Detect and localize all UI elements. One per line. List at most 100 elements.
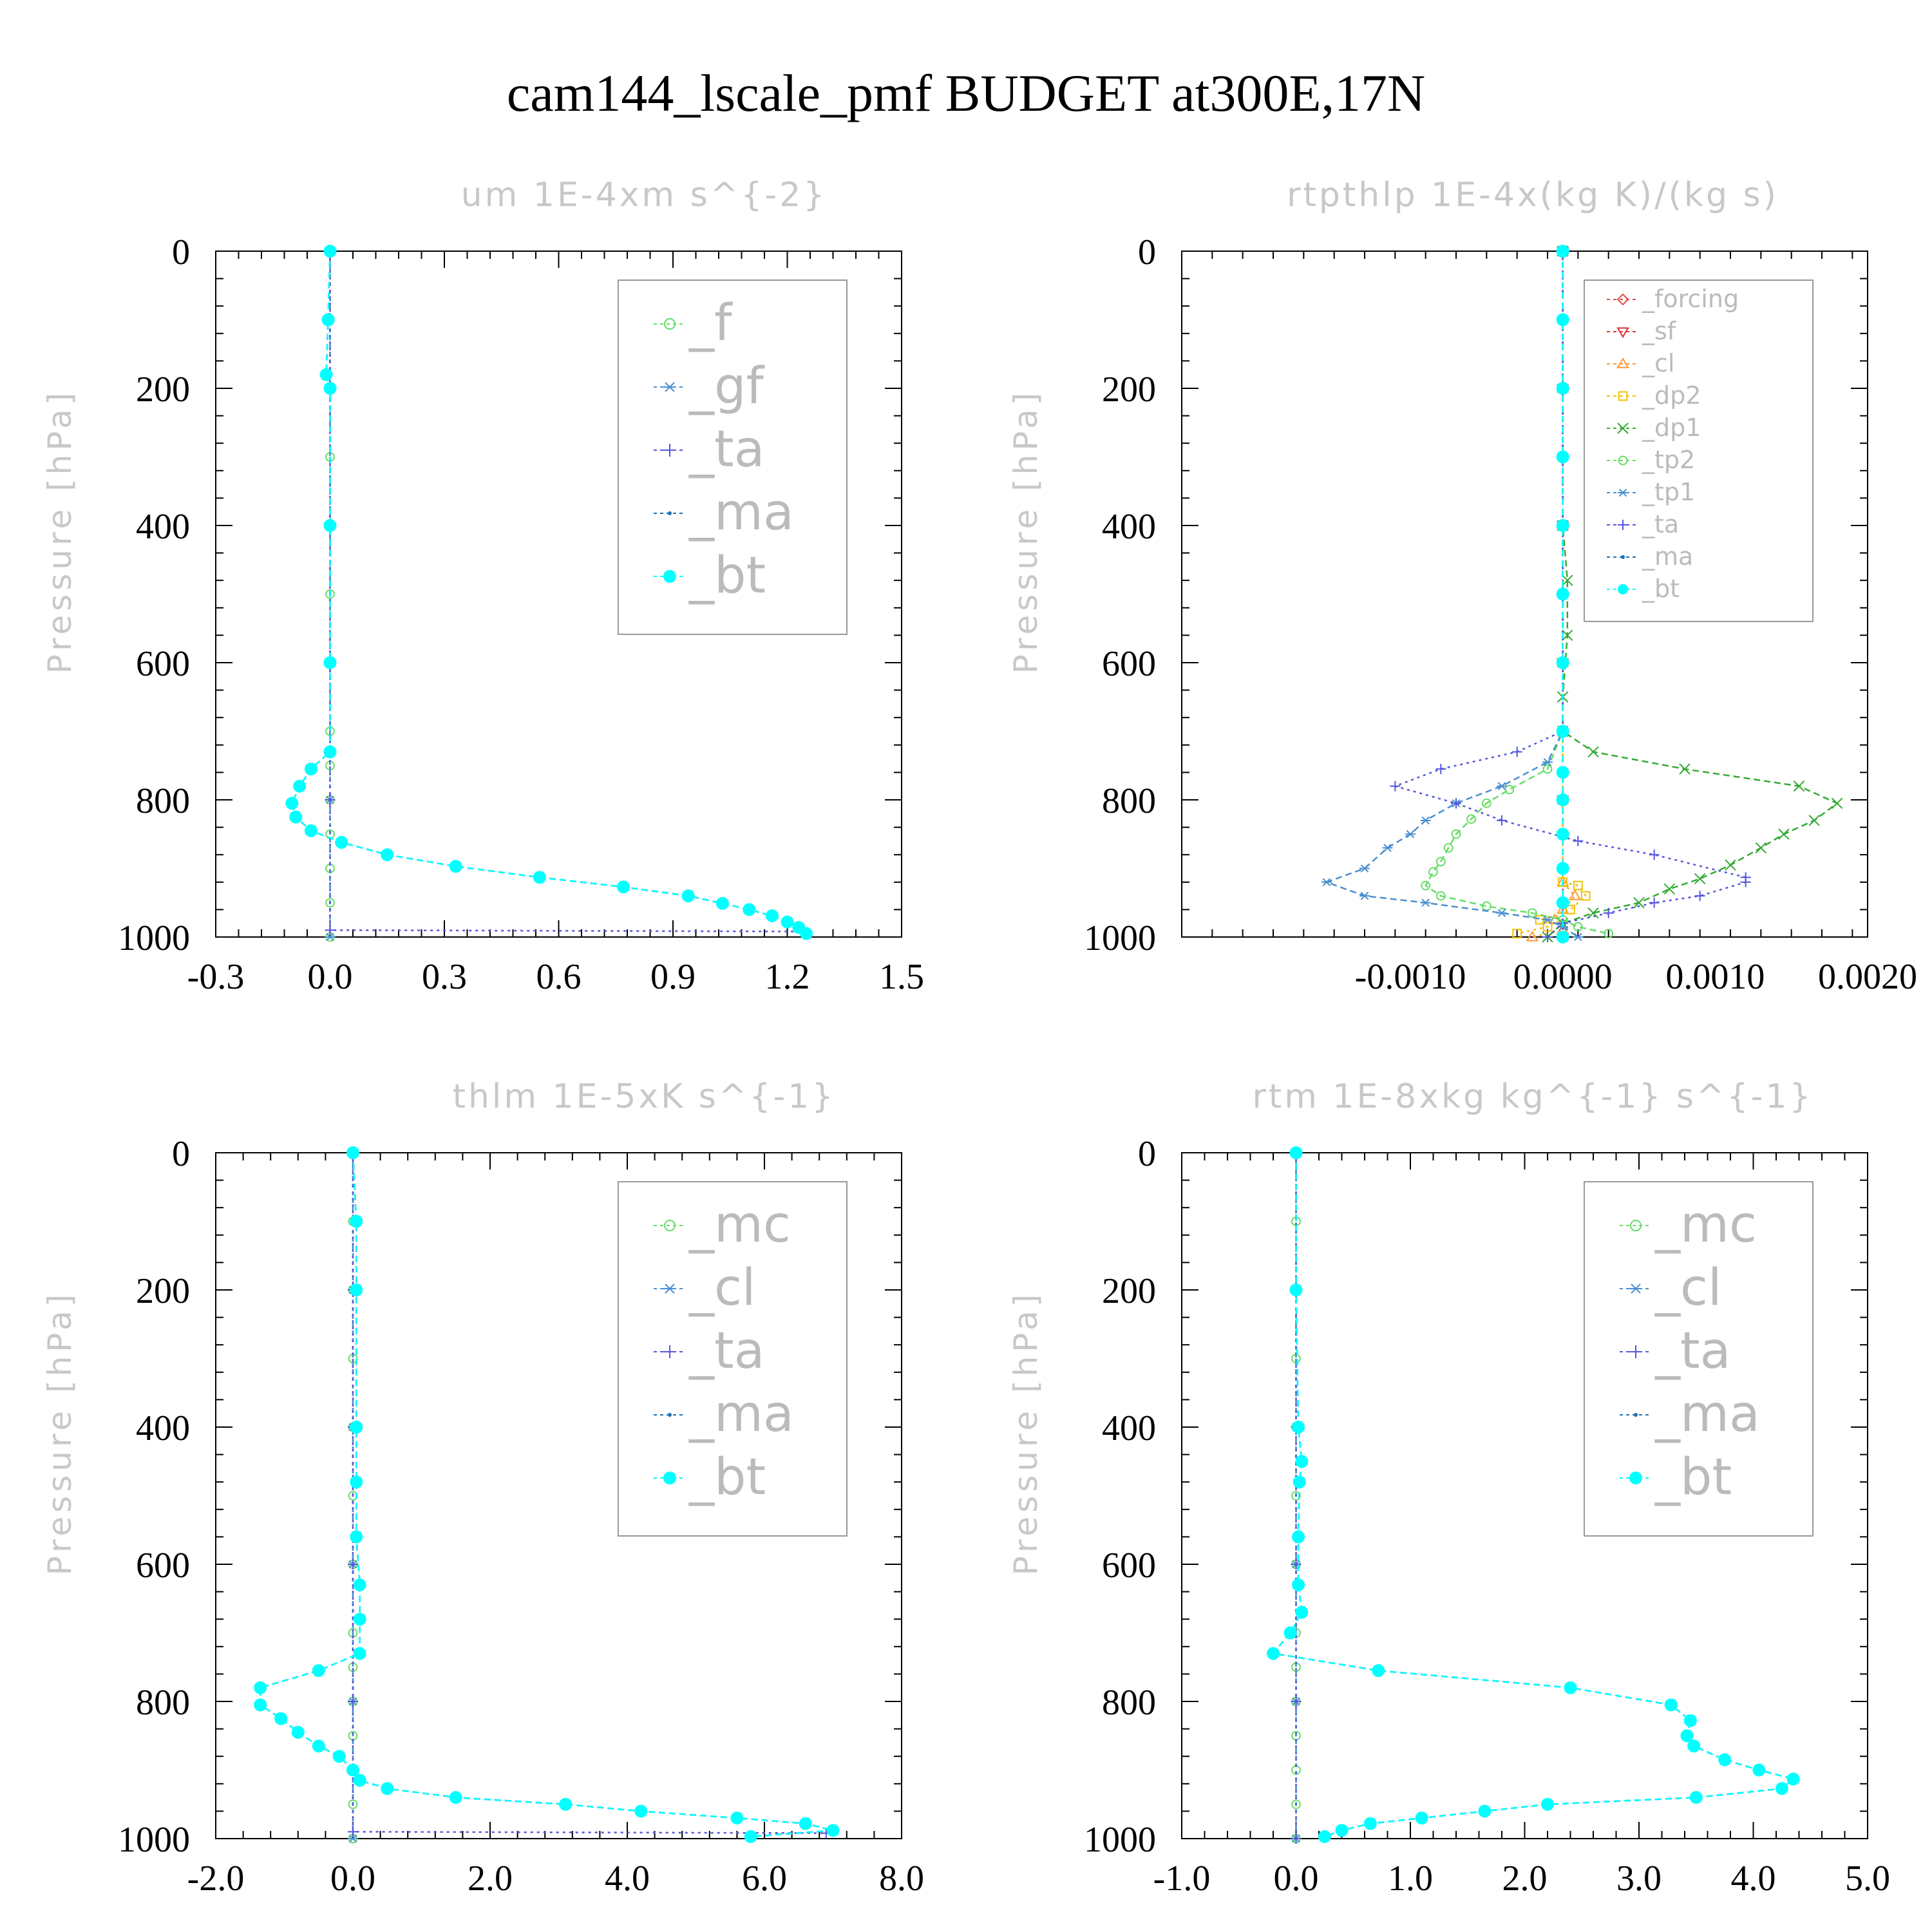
y-tick-label: 800 (136, 1683, 190, 1723)
series-dp1 (1542, 245, 1843, 943)
data-point (285, 797, 299, 810)
data-point (1283, 1626, 1297, 1640)
data-point (1291, 1833, 1302, 1844)
legend-box (618, 1181, 848, 1537)
data-point (826, 1824, 840, 1837)
data-point (312, 1664, 325, 1678)
data-point (348, 1696, 358, 1707)
data-point (254, 1698, 267, 1712)
legend-label: _ta (1654, 1322, 1730, 1380)
data-point (1556, 793, 1569, 806)
data-point (335, 836, 348, 849)
data-point (799, 1817, 812, 1830)
figure-title: cam144_lscale_pmf BUDGET at300E,17N (507, 64, 1425, 122)
data-point (1295, 1455, 1309, 1468)
data-point (1603, 907, 1614, 918)
data-point (1556, 656, 1569, 669)
data-point (353, 1578, 366, 1591)
data-point (1291, 1799, 1301, 1810)
data-point (617, 880, 630, 894)
data-point (1415, 1812, 1428, 1825)
data-point (1556, 450, 1569, 464)
x-tick-label: -0.3 (187, 957, 245, 997)
data-point (1289, 1283, 1303, 1296)
data-point (1295, 1605, 1309, 1619)
data-point (1292, 1578, 1305, 1591)
data-point (1633, 897, 1645, 909)
data-point (634, 1804, 648, 1818)
data-point (1363, 1817, 1377, 1830)
data-point (1566, 905, 1575, 914)
data-point (1267, 1647, 1280, 1660)
data-point (1556, 828, 1569, 841)
data-point (1587, 907, 1599, 919)
legend-label: _ta (688, 421, 764, 478)
data-point (1481, 798, 1492, 808)
series-line (259, 1152, 833, 1838)
panel-title: thlm 1E-5xK s^{-1} (453, 1077, 836, 1116)
data-point (1321, 878, 1332, 887)
data-point (1335, 1824, 1349, 1837)
data-point (346, 1763, 359, 1777)
x-tick-label: 2.0 (468, 1859, 513, 1899)
x-tick-label: 0.0010 (1665, 957, 1765, 997)
legend-marker (668, 1413, 672, 1417)
data-point (1542, 758, 1553, 766)
data-point (681, 889, 695, 903)
data-point (1542, 932, 1553, 942)
data-point (1420, 816, 1431, 825)
legend-box (618, 279, 848, 635)
data-point (325, 898, 335, 908)
legend-label: _cl (1654, 1259, 1722, 1317)
data-point (304, 762, 317, 776)
plot-area: 0 200 400 600 800 1000 -0.0010 0.0000 0.0010 0.00… (1084, 232, 1917, 997)
data-point (1775, 1782, 1788, 1795)
legend-label: _bt (688, 1448, 766, 1506)
data-point (350, 1421, 363, 1434)
data-point (765, 909, 779, 922)
data-point (1580, 891, 1591, 901)
data-point (1526, 931, 1539, 942)
data-point (1292, 1421, 1305, 1434)
data-point (1694, 891, 1705, 902)
data-point (304, 824, 317, 837)
x-tick-label: 4.0 (1731, 1859, 1776, 1899)
data-point (1718, 1753, 1732, 1766)
data-point (1291, 1559, 1302, 1569)
legend-label: _ta (688, 1322, 764, 1380)
plot-area: 0 200 400 600 800 1000-1.0 0.0 1.0 2.0 3.0 4.0 5.0 _… (1084, 1134, 1890, 1899)
data-point (293, 779, 307, 793)
data-point (1420, 898, 1431, 907)
data-point (744, 1830, 757, 1843)
series-tp2 (1421, 246, 1614, 939)
x-tick-label: 8.0 (879, 1859, 924, 1899)
data-point (449, 1791, 462, 1804)
y-tick-label: 400 (136, 1408, 190, 1448)
legend-marker (663, 570, 676, 583)
data-point (1318, 1830, 1331, 1843)
data-point (274, 1712, 288, 1725)
legend: _f_gf _ta _ma_bt (618, 279, 848, 635)
legend-label: _ma (1642, 542, 1693, 571)
data-point (1573, 835, 1584, 846)
legend-label: _dp2 (1642, 381, 1701, 410)
series-bt (1556, 245, 1569, 943)
data-point (350, 1215, 363, 1228)
data-point (1443, 843, 1454, 853)
data-point (346, 1146, 359, 1159)
legend-label: _bt (1654, 1448, 1732, 1506)
x-tick-label: 5.0 (1845, 1859, 1890, 1899)
data-point (1435, 891, 1446, 901)
data-point (254, 1681, 267, 1694)
series-line (1324, 251, 1579, 938)
legend-label: _tp2 (1642, 446, 1695, 474)
y-tick-label: 1000 (118, 1820, 190, 1860)
data-point (1359, 864, 1370, 873)
legend-label: _mc (1654, 1196, 1757, 1254)
legend-marker (664, 1220, 676, 1231)
data-point (1556, 766, 1569, 779)
data-point (559, 1797, 573, 1811)
plot-area: 0 200 400 600 800 1000-0.3 0.0 0.3 0.6 0.9 1.2 1.5 _… (118, 232, 924, 997)
data-point (291, 1725, 305, 1739)
